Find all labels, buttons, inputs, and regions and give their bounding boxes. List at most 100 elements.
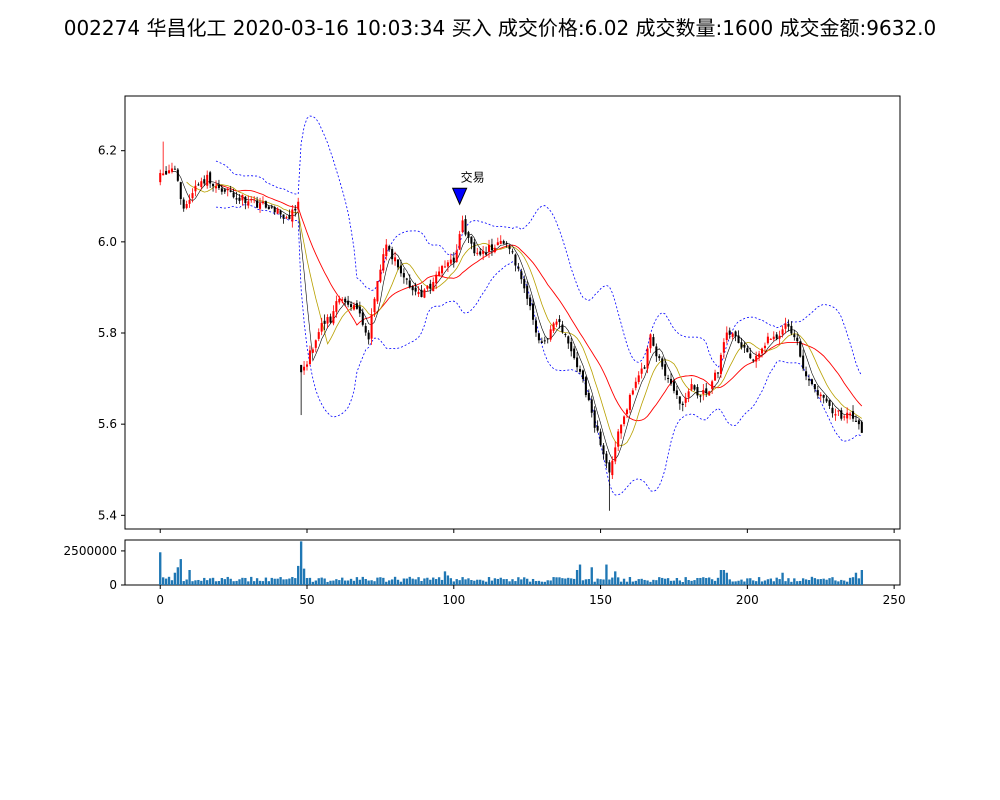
volume-bar: [549, 580, 552, 585]
volume-bar: [520, 579, 523, 585]
volume-bar: [390, 579, 394, 585]
candle-body: [332, 311, 335, 324]
candle-body: [623, 416, 626, 425]
candle-body: [206, 174, 209, 186]
volume-bar: [291, 577, 294, 585]
candle-body: [335, 301, 338, 312]
candle-body: [846, 412, 849, 419]
candle-body: [555, 321, 558, 325]
candle-body: [197, 184, 200, 186]
volume-bar: [455, 579, 458, 585]
volume-ytick-label: 0: [109, 578, 117, 592]
volume-bar: [681, 581, 684, 585]
candle-body: [802, 355, 805, 369]
candle-body: [534, 320, 538, 333]
candle-body: [311, 349, 314, 353]
volume-bar: [264, 577, 268, 585]
volume-bar: [370, 580, 373, 585]
candle-body: [358, 306, 361, 314]
candle-body: [449, 259, 452, 264]
volume-bar: [781, 572, 784, 585]
price-panel: 5.4 5.6 5.8 6.0 6.2 交易: [98, 95, 901, 533]
volume-bar: [575, 570, 579, 585]
volume-bar: [564, 578, 567, 585]
candle-body: [860, 422, 863, 433]
candle-body: [567, 336, 570, 344]
boll-lower-line: [215, 204, 863, 496]
volume-bar: [790, 581, 793, 585]
candle-body: [631, 390, 634, 395]
candle-body: [441, 266, 444, 274]
volume-bar: [481, 580, 485, 585]
candle-body: [781, 329, 784, 335]
volume-bar: [587, 579, 590, 585]
volume-bar: [276, 578, 279, 585]
candle-body: [214, 186, 218, 189]
volume-bar: [713, 580, 717, 585]
volume-bar: [379, 577, 382, 585]
candle-body: [526, 285, 529, 299]
volume-bar: [426, 577, 429, 585]
trade-marker-icon[interactable]: [451, 187, 468, 206]
volume-bar: [687, 580, 690, 585]
candle-body: [772, 336, 775, 340]
volume-bar: [185, 579, 188, 585]
candle-body: [843, 416, 846, 418]
candle-body: [182, 199, 185, 209]
candle-body: [505, 242, 508, 244]
candle-body: [499, 240, 502, 244]
volume-bar: [311, 581, 315, 585]
candle-body: [320, 322, 323, 332]
volume-bar: [167, 576, 171, 585]
volume-bar: [367, 580, 370, 585]
volume-bar: [558, 577, 561, 585]
volume-bar: [837, 581, 840, 585]
volume-bar: [176, 567, 180, 585]
candle-body: [628, 394, 631, 410]
candle-body: [702, 389, 705, 394]
candle-body: [253, 199, 256, 201]
volume-bar: [285, 579, 288, 585]
candle-body: [549, 329, 552, 340]
candle-body: [414, 287, 417, 292]
volume-bar: [479, 579, 482, 585]
candle-body: [590, 399, 593, 413]
ma10-line: [186, 181, 863, 447]
volume-bar: [743, 581, 746, 585]
candle-body: [640, 368, 643, 374]
volume-bar: [843, 580, 846, 585]
candle-body: [308, 350, 311, 365]
volume-bar: [382, 577, 385, 585]
price-ytick-label: 6.2: [98, 144, 117, 158]
candle-body: [220, 188, 223, 192]
volume-bar: [708, 577, 711, 585]
candle-body: [699, 395, 702, 397]
candle-body: [573, 348, 576, 359]
volume-bar: [203, 577, 206, 585]
candle-body: [238, 197, 241, 201]
volume-bar: [449, 578, 453, 585]
volume-bar: [197, 579, 200, 585]
candle-body: [423, 289, 426, 298]
volume-bar: [244, 577, 247, 585]
candle-body: [344, 298, 347, 303]
candle-body: [185, 204, 188, 209]
volume-bar: [493, 578, 497, 585]
volume-bar: [473, 580, 476, 585]
candle-body: [669, 378, 673, 384]
candle-body: [341, 299, 344, 301]
candle-body: [605, 453, 608, 464]
candle-body: [270, 206, 273, 208]
volume-bar: [552, 577, 555, 585]
volume-bar: [299, 541, 303, 585]
volume-bar: [546, 580, 549, 585]
volume-bar: [813, 578, 817, 585]
volume-bar: [502, 579, 505, 585]
volume-bar: [341, 577, 344, 585]
candle-body: [564, 334, 567, 336]
candle-body: [200, 181, 203, 188]
candle-body: [749, 353, 752, 359]
volume-bar: [452, 581, 455, 585]
candle-body: [643, 367, 646, 369]
volume-bar: [734, 581, 737, 585]
